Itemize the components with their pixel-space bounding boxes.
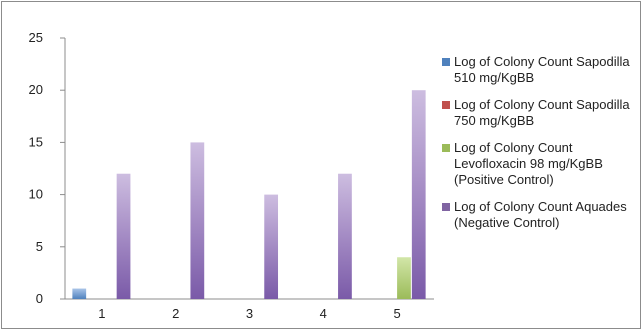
x-tick-label: 1 [98,306,105,321]
bars [72,90,426,299]
bar-series-1-category-1 [72,288,87,299]
legend-label-series-4: Log of Colony Count Aquades (Negative Co… [454,199,627,230]
x-axis: 1 2 3 4 5 [65,298,434,321]
bar-series-4-category-5 [411,90,426,299]
bar-chart: 0 5 10 15 20 25 1 2 3 4 5 [29,30,434,321]
legend-item-series-1: Log of Colony Count Sapodilla 510 mg/KgB… [442,54,642,86]
legend-swatch-series-3 [442,144,450,152]
y-tick-label: 25 [29,30,43,45]
legend-swatch-series-1 [442,58,450,66]
legend-label-series-3: Log of Colony Count Levofloxacin 98 mg/K… [454,140,603,187]
bar-series-4-category-4 [338,173,352,299]
y-tick-label: 10 [29,187,43,202]
y-tick-label: 15 [29,134,43,149]
legend-swatch-series-4 [442,203,450,211]
y-axis: 0 5 10 15 20 25 [29,30,66,306]
x-tick-label: 2 [172,306,179,321]
bar-series-4-category-2 [190,142,205,299]
x-tick-label: 4 [320,306,327,321]
y-tick-label: 0 [36,291,43,306]
bar-series-4-category-1 [116,173,131,299]
y-tick-label: 5 [36,239,43,254]
legend-item-series-3: Log of Colony Count Levofloxacin 98 mg/K… [442,140,642,188]
x-tick-label: 3 [246,306,253,321]
x-tick-label: 5 [393,306,400,321]
bar-series-3-category-5 [397,257,411,299]
legend-item-series-2: Log of Colony Count Sapodilla 750 mg/KgB… [442,97,642,129]
y-tick-label: 20 [29,82,43,97]
legend-label-series-1: Log of Colony Count Sapodilla 510 mg/KgB… [454,54,630,85]
legend-item-series-4: Log of Colony Count Aquades (Negative Co… [442,199,642,231]
bar-series-4-category-3 [264,194,279,299]
legend-swatch-series-2 [442,101,450,109]
legend-label-series-2: Log of Colony Count Sapodilla 750 mg/KgB… [454,97,630,128]
legend: Log of Colony Count Sapodilla 510 mg/KgB… [442,54,642,242]
